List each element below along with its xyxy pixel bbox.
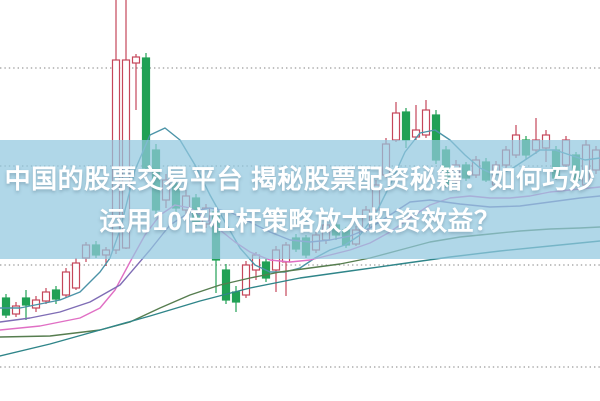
headline-line1: 中国的股票交易平台 揭秘股票配资秘籍：如何巧妙 xyxy=(4,163,596,194)
headline-overlay: 中国的股票交易平台 揭秘股票配资秘籍：如何巧妙 运用10倍杠杆策略放大投资效益？ xyxy=(0,140,600,259)
headline-line2: 运用10倍杠杆策略放大投资效益？ xyxy=(99,205,501,236)
